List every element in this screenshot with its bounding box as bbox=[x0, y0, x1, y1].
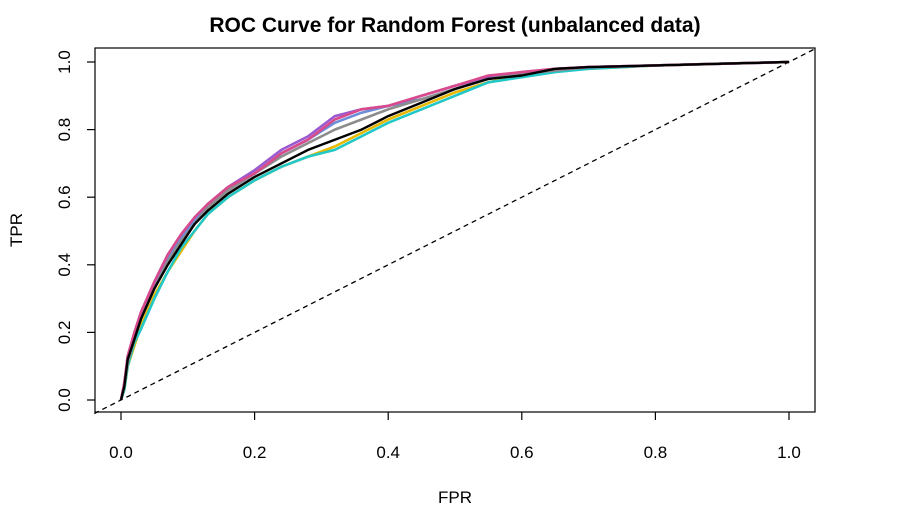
y-tick-label: 0.2 bbox=[55, 321, 74, 345]
y-axis-ticks: 0.0 0.2 0.4 0.6 0.8 1.0 bbox=[55, 50, 95, 412]
y-tick-label: 0.8 bbox=[55, 118, 74, 142]
roc-series-line bbox=[119, 60, 790, 401]
chart-title: ROC Curve for Random Forest (unbalanced … bbox=[209, 14, 700, 37]
x-tick-label: 0.2 bbox=[243, 443, 267, 462]
x-tick-label: 0.6 bbox=[510, 443, 534, 462]
x-tick-label: 0.4 bbox=[376, 443, 400, 462]
x-axis-ticks: 0.0 0.2 0.4 0.6 0.8 1.0 bbox=[109, 412, 801, 462]
y-tick-label: 0.0 bbox=[55, 388, 74, 412]
plot-frame bbox=[94, 47, 816, 413]
x-tick-label: 1.0 bbox=[777, 443, 801, 462]
roc-series-line bbox=[119, 60, 790, 401]
y-tick-label: 1.0 bbox=[55, 50, 74, 74]
x-axis-label: FPR bbox=[438, 488, 472, 507]
y-tick-label: 0.6 bbox=[55, 185, 74, 209]
y-axis-label: TPR bbox=[7, 213, 26, 247]
roc-series-group bbox=[119, 60, 790, 401]
x-tick-label: 0.0 bbox=[109, 443, 133, 462]
y-tick-label: 0.4 bbox=[55, 253, 74, 277]
x-tick-label: 0.8 bbox=[644, 443, 668, 462]
